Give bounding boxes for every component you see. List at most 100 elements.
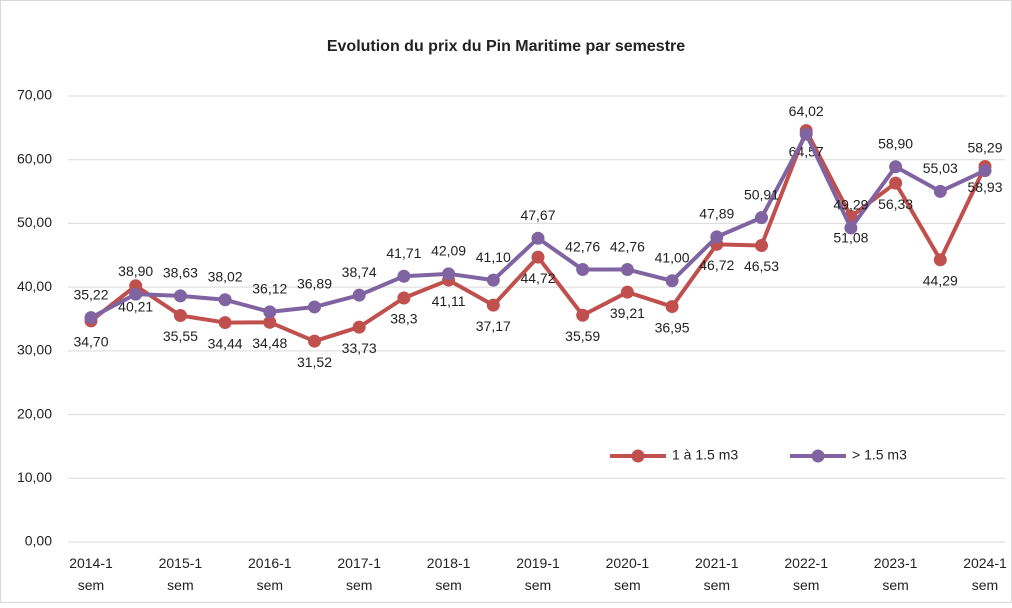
x-tick-label: 2016-1 sem [248,555,292,593]
data-label: 41,00 [655,249,690,265]
data-label: 34,44 [208,335,243,351]
data-label: 38,3 [390,311,417,327]
data-point [531,250,545,264]
y-tick-label: 0,00 [25,533,52,549]
data-label: 42,09 [431,243,466,259]
data-label: 58,93 [967,179,1002,195]
data-label: 46,72 [699,257,734,273]
data-point [933,184,947,198]
data-label: 36,12 [252,281,287,297]
x-tick-label: 2018-1 sem [427,555,471,593]
data-label: 46,53 [744,258,779,274]
data-label: 39,21 [610,305,645,321]
data-label: 35,59 [565,328,600,344]
data-label: 58,90 [878,135,913,151]
data-label: 35,55 [163,328,198,344]
data-label: 64,02 [789,103,824,119]
data-point [576,308,590,322]
y-tick-label: 60,00 [17,150,52,166]
data-label: 56,33 [878,196,913,212]
data-label: 51,08 [833,229,868,245]
data-point [755,211,768,225]
data-point [397,291,411,305]
y-tick-label: 70,00 [17,87,52,103]
legend-label: 1 à 1.5 m3 [672,447,738,463]
data-label: 44,29 [923,273,958,289]
legend-item: 1 à 1.5 m3 [610,447,738,463]
data-point [84,311,98,325]
data-label: 38,74 [342,264,377,280]
x-tick-label: 2019-1 sem [516,555,560,593]
data-point [308,300,321,314]
data-label: 55,03 [923,160,958,176]
data-label: 42,76 [610,238,645,254]
data-point [844,221,858,235]
data-label: 40,21 [118,299,153,315]
data-label: 35,22 [73,286,108,302]
x-tick-label: 2020-1 sem [606,555,650,593]
x-tick-label: 2015-1 sem [159,555,203,593]
data-point [173,308,187,322]
data-point [486,273,500,287]
data-point [263,305,277,319]
y-tick-label: 40,00 [17,278,52,294]
data-label: 58,29 [967,139,1002,155]
data-point [218,316,232,330]
legend-label: > 1.5 m3 [852,447,907,463]
legend-marker [631,449,645,463]
data-label: 38,63 [163,265,198,281]
data-label: 42,76 [565,238,600,254]
data-point [308,334,321,348]
data-point [263,315,277,329]
x-tick-label: 2023-1 sem [874,555,918,593]
data-label: 33,73 [342,340,377,356]
data-label: 47,67 [520,207,555,223]
data-point [620,285,634,299]
data-point [397,269,411,283]
data-point [576,263,590,277]
data-label: 34,48 [252,335,287,351]
data-label: 41,11 [432,293,466,309]
data-label: 50,91 [744,186,779,202]
data-point [531,231,545,245]
x-tick-label: 2022-1 sem [784,555,828,593]
data-point [620,263,634,277]
data-label: 31,52 [297,354,332,370]
data-point [665,274,679,288]
data-point [933,253,947,267]
data-label: 34,70 [73,334,108,350]
y-tick-label: 50,00 [17,214,52,230]
data-point [755,239,768,253]
x-tick-label: 2014-1 sem [69,555,113,593]
data-label: 49,29 [833,197,868,213]
chart-title: Evolution du prix du Pin Maritime par se… [327,38,685,55]
data-label: 44,72 [520,270,555,286]
data-point [799,127,813,141]
data-point [352,320,366,334]
data-point [889,160,903,174]
legend-marker [811,449,825,463]
data-label: 47,89 [699,206,734,222]
data-point [129,287,143,301]
x-tick-label: 2017-1 sem [337,555,381,593]
data-label: 38,90 [118,263,153,279]
data-label: 41,10 [476,249,511,265]
x-tick-label: 2021-1 sem [695,555,739,593]
data-point [352,288,366,302]
data-point [218,293,232,307]
data-point [889,176,903,190]
data-label: 41,71 [386,245,421,261]
y-tick-label: 10,00 [17,469,52,485]
data-point [978,164,992,178]
data-point [710,230,724,244]
data-label: 37,17 [476,318,511,334]
data-point [442,267,456,281]
y-tick-label: 30,00 [17,342,52,358]
data-label: 36,95 [655,319,690,335]
data-label: 38,02 [208,268,243,284]
legend-item: > 1.5 m3 [790,447,907,463]
x-tick-label: 2024-1 sem [963,555,1007,593]
data-label: 36,89 [297,276,332,292]
